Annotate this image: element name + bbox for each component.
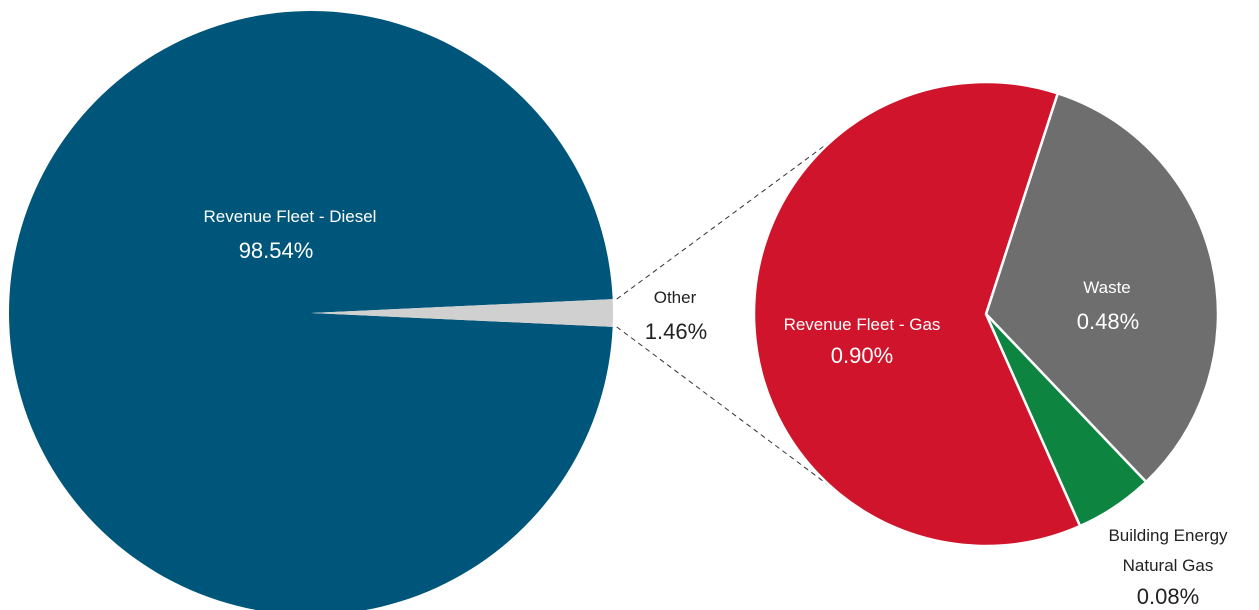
slice-revenue-fleet-diesel: [8, 11, 613, 610]
connector-lines: [616, 138, 835, 490]
slice-other: [311, 299, 613, 327]
value-waste: 0.48%: [1077, 309, 1139, 334]
label-building-energy-line2: Natural Gas: [1123, 556, 1214, 575]
label-revenue-fleet-gas: Revenue Fleet - Gas: [784, 315, 941, 334]
value-other: 1.46%: [645, 319, 707, 344]
value-building-energy-natural-gas: 0.08%: [1137, 584, 1199, 609]
connector-line-bottom: [616, 326, 835, 490]
label-building-energy-line1: Building Energy: [1108, 526, 1228, 545]
value-revenue-fleet-gas: 0.90%: [831, 343, 893, 368]
main-pie: [8, 11, 613, 610]
label-other: Other: [654, 288, 697, 307]
slice-waste: [984, 92, 1220, 484]
label-revenue-fleet-diesel: Revenue Fleet - Diesel: [204, 207, 377, 226]
value-revenue-fleet-diesel: 98.54%: [239, 238, 314, 263]
label-waste: Waste: [1083, 278, 1131, 297]
sub-pie: [752, 80, 1220, 548]
slice-revenue-fleet-gas: [752, 80, 1082, 548]
